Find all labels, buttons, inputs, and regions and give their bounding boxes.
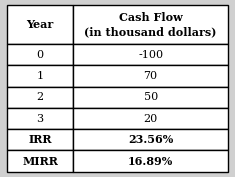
Text: 70: 70	[144, 71, 158, 81]
Bar	[7, 87, 73, 108]
Bar	[7, 5, 73, 44]
Bar	[7, 65, 73, 87]
Bar	[73, 5, 228, 44]
Text: IRR: IRR	[28, 134, 52, 145]
Bar	[73, 150, 228, 172]
Bar	[7, 150, 73, 172]
Text: Year: Year	[27, 19, 54, 30]
Text: 1: 1	[37, 71, 44, 81]
Bar	[73, 87, 228, 108]
Text: 50: 50	[144, 92, 158, 102]
Bar	[73, 129, 228, 150]
Text: 23.56%: 23.56%	[128, 134, 173, 145]
Bar	[7, 129, 73, 150]
Text: MIRR: MIRR	[22, 156, 58, 167]
Bar	[7, 44, 73, 65]
Text: 16.89%: 16.89%	[128, 156, 173, 167]
Text: 3: 3	[37, 114, 44, 124]
Text: Cash Flow
(in thousand dollars): Cash Flow (in thousand dollars)	[84, 12, 217, 37]
Text: 20: 20	[144, 114, 158, 124]
Text: 2: 2	[37, 92, 44, 102]
Bar	[73, 44, 228, 65]
Bar	[7, 108, 73, 129]
Bar	[73, 65, 228, 87]
Bar	[73, 108, 228, 129]
Text: -100: -100	[138, 50, 163, 60]
Text: 0: 0	[37, 50, 44, 60]
